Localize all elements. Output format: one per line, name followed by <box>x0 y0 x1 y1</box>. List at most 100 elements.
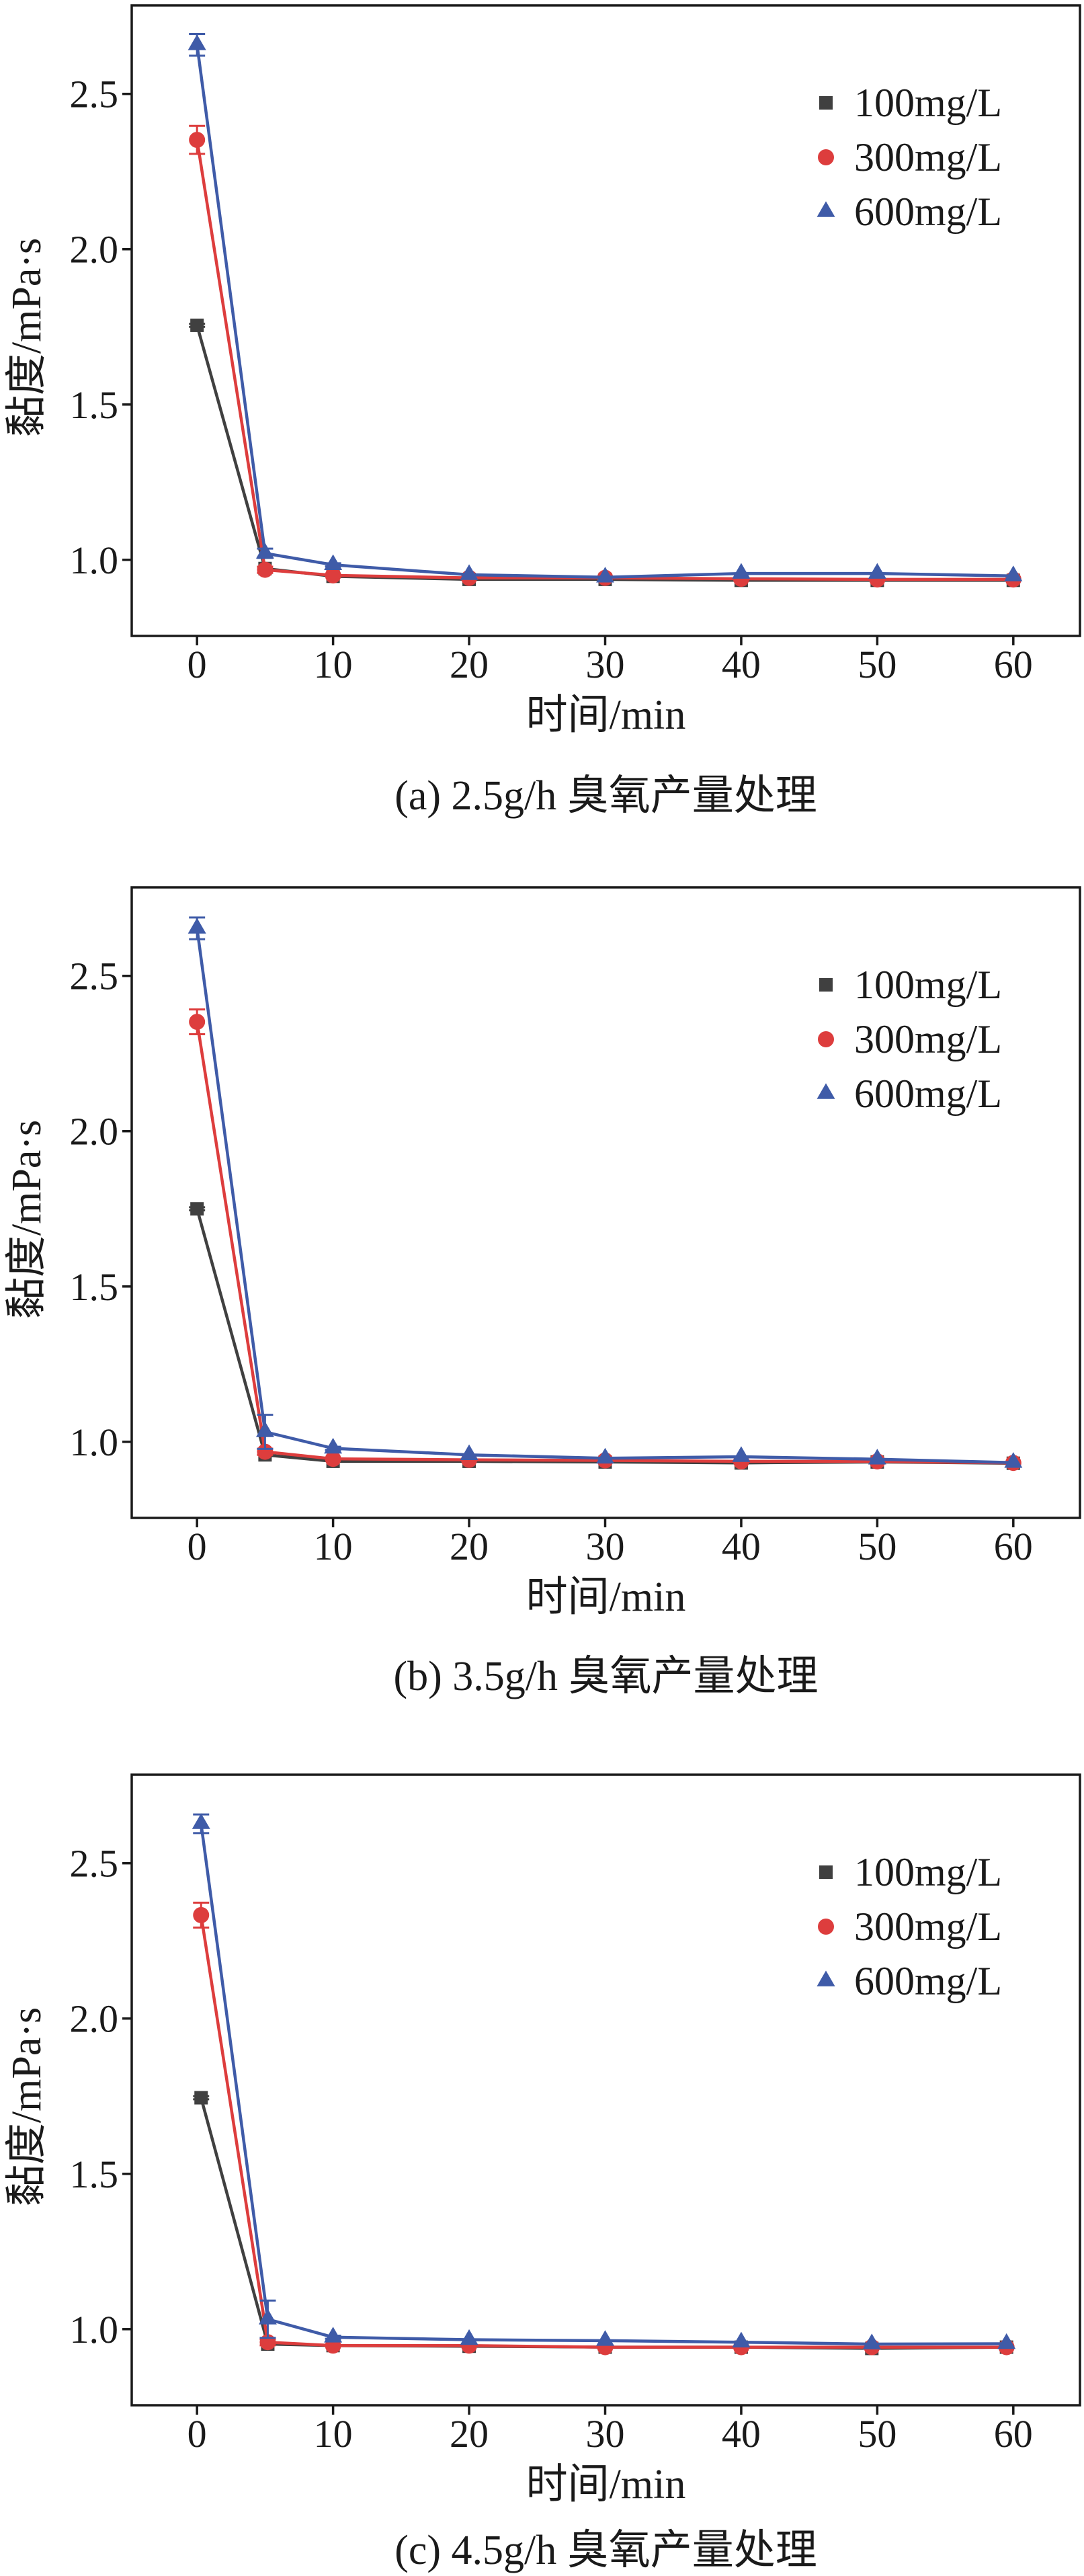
x-tick-label-a-0: 0 <box>187 643 207 686</box>
data-point-a-600mg-l-4 <box>595 567 614 583</box>
data-point-a-300mg-l-2 <box>325 567 341 583</box>
data-point-a-600mg-l-6 <box>868 563 886 579</box>
x-axis-label-c: 时间/min <box>526 2462 686 2507</box>
data-point-a-300mg-l-0 <box>189 132 206 149</box>
series-b-300mg-l <box>189 1008 1022 1472</box>
x-tick-label-c-0: 0 <box>187 2412 207 2456</box>
x-tick-label-b-30: 30 <box>585 1525 624 1568</box>
legend-marker-c-300mg-l <box>818 1919 834 1935</box>
y-tick-label-b-1-0: 1.0 <box>70 1420 119 1464</box>
data-point-c-300mg-l-0 <box>193 1906 210 1923</box>
x-tick-label-b-50: 50 <box>858 1525 897 1568</box>
caption-b: (b) 3.5g/h 臭氧产量处理 <box>393 1654 818 1699</box>
data-point-c-600mg-l-7 <box>997 2333 1016 2349</box>
data-point-b-600mg-l-0 <box>187 918 206 934</box>
y-axis-label-a: 黏度/mPa·s <box>4 238 50 437</box>
data-point-a-600mg-l-1 <box>255 542 274 559</box>
series-a-100mg-l <box>189 318 1020 588</box>
data-point-b-300mg-l-0 <box>189 1014 206 1031</box>
y-axis-label-b: 黏度/mPa·s <box>4 1120 50 1319</box>
x-axis-label-b: 时间/min <box>526 1574 686 1620</box>
y-tick-label-a-2-5: 2.5 <box>70 73 119 116</box>
x-tick-label-c-30: 30 <box>585 2412 624 2456</box>
legend-label-a-300mg-l: 300mg/L <box>854 135 1002 179</box>
legend-marker-c-100mg-l <box>819 1865 833 1879</box>
legend-label-b-600mg-l: 600mg/L <box>854 1072 1002 1116</box>
x-tick-label-a-20: 20 <box>450 643 489 686</box>
series-line-b-100mg-l <box>195 1207 1015 1465</box>
series-line-b-600mg-l <box>195 926 1015 1465</box>
legend-label-a-600mg-l: 600mg/L <box>854 190 1002 234</box>
legend-marker-a-100mg-l <box>819 96 833 110</box>
legend-marker-c-600mg-l <box>817 1970 835 1986</box>
series-a-600mg-l <box>187 33 1023 583</box>
legend-marker-b-600mg-l <box>817 1083 835 1099</box>
data-point-b-600mg-l-2 <box>324 1437 343 1454</box>
series-line-c-300mg-l <box>199 1913 1008 2349</box>
legend-a: 100mg/L 300mg/L 600mg/L <box>817 81 1002 234</box>
legend-label-c-300mg-l: 300mg/L <box>854 1904 1002 1949</box>
y-tick-label-b-2-5: 2.5 <box>70 955 119 998</box>
y-tick-label-c-2-5: 2.5 <box>70 1842 119 1886</box>
data-point-a-100mg-l-0 <box>190 318 204 332</box>
y-tick-label-b-2-0: 2.0 <box>70 1110 119 1154</box>
legend-c: 100mg/L 300mg/L 600mg/L <box>817 1850 1002 2003</box>
caption-a: (a) 2.5g/h 臭氧产量处理 <box>394 773 817 819</box>
caption-c: (c) 4.5g/h 臭氧产量处理 <box>394 2528 817 2573</box>
data-point-a-600mg-l-2 <box>324 554 343 570</box>
x-tick-label-b-10: 10 <box>314 1525 353 1568</box>
x-tick-label-a-60: 60 <box>994 643 1033 686</box>
data-point-b-300mg-l-1 <box>257 1443 274 1460</box>
x-tick-label-c-10: 10 <box>314 2412 353 2456</box>
series-line-a-100mg-l <box>195 323 1015 582</box>
data-point-a-600mg-l-0 <box>187 34 206 50</box>
x-tick-label-a-40: 40 <box>722 643 761 686</box>
series-line-a-300mg-l <box>195 138 1015 581</box>
data-point-c-600mg-l-0 <box>192 1813 210 1829</box>
legend-label-b-300mg-l: 300mg/L <box>854 1017 1002 1061</box>
y-tick-label-a-1-0: 1.0 <box>70 538 119 582</box>
data-point-b-600mg-l-3 <box>460 1444 478 1460</box>
series-b-600mg-l <box>187 916 1023 1468</box>
y-tick-label-a-2-0: 2.0 <box>70 228 119 272</box>
series-c-100mg-l <box>193 2091 1013 2356</box>
data-point-c-100mg-l-0 <box>194 2091 208 2105</box>
x-tick-label-c-60: 60 <box>994 2412 1033 2456</box>
data-point-b-600mg-l-4 <box>595 1447 614 1464</box>
y-tick-label-b-1-5: 1.5 <box>70 1265 119 1309</box>
series-line-c-100mg-l <box>199 2096 1008 2350</box>
x-tick-label-c-50: 50 <box>858 2412 897 2456</box>
legend-label-a-100mg-l: 100mg/L <box>854 81 1002 125</box>
legend-b: 100mg/L 300mg/L 600mg/L <box>817 963 1002 1116</box>
legend-label-c-600mg-l: 600mg/L <box>854 1959 1002 2003</box>
data-point-a-600mg-l-3 <box>460 564 478 580</box>
legend-label-c-100mg-l: 100mg/L <box>854 1850 1002 1894</box>
legend-label-b-100mg-l: 100mg/L <box>854 963 1002 1007</box>
x-tick-label-b-20: 20 <box>450 1525 489 1568</box>
data-point-b-600mg-l-7 <box>1004 1452 1023 1468</box>
x-tick-label-a-10: 10 <box>314 643 353 686</box>
legend-marker-b-100mg-l <box>819 978 833 992</box>
y-tick-label-c-1-0: 1.0 <box>70 2308 119 2351</box>
series-line-b-300mg-l <box>195 1020 1015 1465</box>
series-line-a-600mg-l <box>195 43 1015 579</box>
data-point-c-600mg-l-3 <box>460 2329 478 2345</box>
data-point-a-300mg-l-1 <box>257 561 274 578</box>
y-tick-label-c-2-0: 2.0 <box>70 1997 119 2041</box>
series-c-600mg-l <box>192 1813 1016 2349</box>
legend-marker-a-600mg-l <box>817 201 835 217</box>
chart-panel-b: 0 10 20 30 40 50 60 1.0 1.5 2.0 2.5 时间/min 黏度/mPa·s 1… <box>4 886 1081 1699</box>
data-point-c-600mg-l-2 <box>324 2327 343 2343</box>
data-point-b-600mg-l-5 <box>732 1446 751 1462</box>
data-point-c-600mg-l-1 <box>258 2308 277 2325</box>
x-tick-label-b-0: 0 <box>187 1525 207 1568</box>
data-point-c-600mg-l-6 <box>862 2333 881 2349</box>
x-tick-label-a-50: 50 <box>858 643 897 686</box>
data-point-b-100mg-l-0 <box>190 1202 204 1216</box>
data-point-b-300mg-l-2 <box>325 1451 341 1467</box>
x-tick-label-c-20: 20 <box>450 2412 489 2456</box>
y-axis-label-c: 黏度/mPa·s <box>4 2007 50 2206</box>
chart-panel-a: 0 10 20 30 40 50 60 1.0 1.5 2.0 2.5 时间/min 黏度/mPa·s 1… <box>4 4 1081 819</box>
y-tick-label-c-1-5: 1.5 <box>70 2152 119 2196</box>
